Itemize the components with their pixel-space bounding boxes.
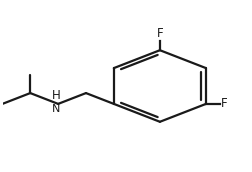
Text: F: F [156, 27, 163, 40]
Text: H: H [52, 89, 60, 102]
Text: N: N [52, 104, 60, 114]
Text: F: F [220, 97, 227, 110]
